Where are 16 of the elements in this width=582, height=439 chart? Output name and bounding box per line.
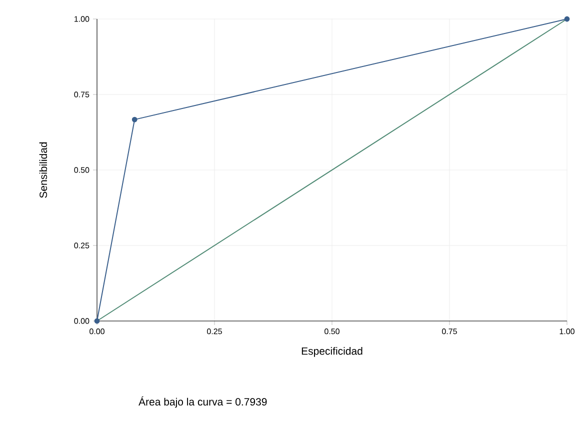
- x-tick-label: 0.25: [207, 328, 222, 334]
- text: Área bajo la curva = 0.7939: [138, 396, 267, 408]
- y-tick-label: 0.75: [74, 92, 90, 98]
- y-tick-label: 0.50: [74, 167, 90, 173]
- y-axis-title: Sensibilidad: [39, 142, 48, 198]
- y-tick-label: 0.00: [74, 318, 90, 324]
- x-tick-label: 0.50: [324, 328, 340, 334]
- point: [132, 116, 138, 122]
- x-axis-title: Especificidad: [302, 347, 362, 357]
- y-tick-label: 1.00: [74, 16, 90, 22]
- point: [94, 318, 100, 324]
- x-tick-label: 1.00: [560, 328, 574, 334]
- x-tick-label: 0.00: [90, 328, 104, 334]
- x-tick-label: 0.75: [442, 328, 457, 334]
- point: [564, 16, 570, 22]
- y-tick-label: 0.25: [74, 242, 90, 248]
